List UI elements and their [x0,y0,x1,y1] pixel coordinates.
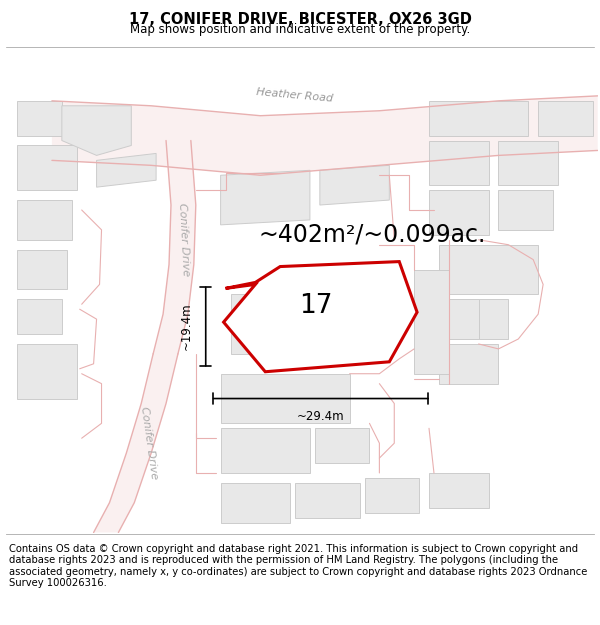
Polygon shape [62,106,131,156]
Text: ~19.4m: ~19.4m [180,302,193,351]
Polygon shape [439,344,499,384]
Polygon shape [365,478,419,512]
Polygon shape [320,166,389,205]
Text: ~402m²/~0.099ac.: ~402m²/~0.099ac. [259,222,485,247]
Polygon shape [17,200,72,240]
Text: Conifer Drive: Conifer Drive [139,406,159,480]
Text: 17, CONIFER DRIVE, BICESTER, OX26 3GD: 17, CONIFER DRIVE, BICESTER, OX26 3GD [128,11,472,26]
Polygon shape [224,262,417,372]
Polygon shape [230,294,310,354]
Polygon shape [17,146,77,190]
Polygon shape [538,101,593,136]
Polygon shape [499,141,558,185]
Text: Conifer Drive: Conifer Drive [177,203,191,277]
Polygon shape [315,428,370,463]
Polygon shape [429,101,528,136]
Text: 17: 17 [299,292,333,319]
Polygon shape [52,96,598,175]
Polygon shape [429,473,488,508]
Polygon shape [97,153,156,187]
Polygon shape [429,141,488,185]
Text: ~29.4m: ~29.4m [297,411,344,424]
Polygon shape [221,374,350,423]
Text: Contains OS data © Crown copyright and database right 2021. This information is : Contains OS data © Crown copyright and d… [9,544,587,588]
Polygon shape [153,141,196,354]
Polygon shape [17,101,62,136]
Polygon shape [499,190,553,230]
Polygon shape [17,299,62,334]
Polygon shape [221,483,290,522]
Polygon shape [94,354,178,532]
Polygon shape [295,483,359,518]
Polygon shape [17,249,67,289]
Polygon shape [221,170,310,225]
Polygon shape [17,344,77,399]
Polygon shape [439,299,508,339]
Polygon shape [429,190,488,235]
Polygon shape [414,269,479,374]
Polygon shape [221,428,310,473]
Polygon shape [439,245,538,294]
Text: Map shows position and indicative extent of the property.: Map shows position and indicative extent… [130,23,470,36]
Text: Heather Road: Heather Road [256,87,334,104]
